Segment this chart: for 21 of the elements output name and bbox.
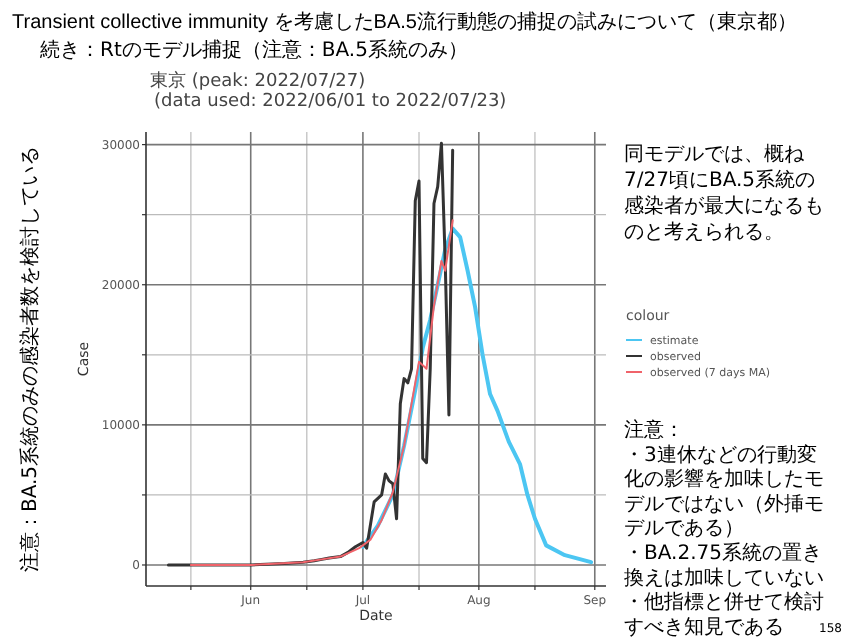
text: (data used: 2022/06/01 to 2022/07/23) bbox=[154, 92, 507, 112]
line-series bbox=[166, 141, 455, 567]
text: 7/27頃にBA.5系統の bbox=[624, 168, 816, 192]
text: すべき知見である bbox=[624, 614, 784, 639]
chart-subtitle: 続き：Rtのモデル捕捉（注意：BA.5系統のみ） bbox=[38, 38, 468, 62]
text: 換えは加味していない bbox=[624, 565, 824, 590]
line-series bbox=[360, 226, 594, 565]
text: デルである） bbox=[624, 518, 744, 541]
text: デルではない（外挿モ bbox=[624, 491, 824, 516]
text: 東京 (peak: 2022/07/27) bbox=[150, 70, 366, 92]
text: 化の影響を加味したモ bbox=[624, 467, 824, 492]
text: 注意： bbox=[624, 418, 684, 442]
text: ・BA.2.75系統の置き bbox=[624, 541, 822, 565]
text: ・他指標と併せて検討 bbox=[624, 590, 824, 615]
line-series bbox=[189, 219, 454, 566]
text: 同モデルでは、概ね bbox=[624, 142, 806, 166]
text: ・3連休などの行動変 bbox=[624, 442, 817, 467]
text: 感染者が最大になるも bbox=[624, 194, 824, 218]
text: 注意：BA.5系統のみの感染者数を検討している bbox=[18, 145, 42, 573]
chart-title: Transient collective immunity を考慮したBA.5流行動態の捕捉の試みについて（東京都） bbox=[12, 10, 797, 34]
text: のと考えられる。 bbox=[624, 220, 784, 244]
